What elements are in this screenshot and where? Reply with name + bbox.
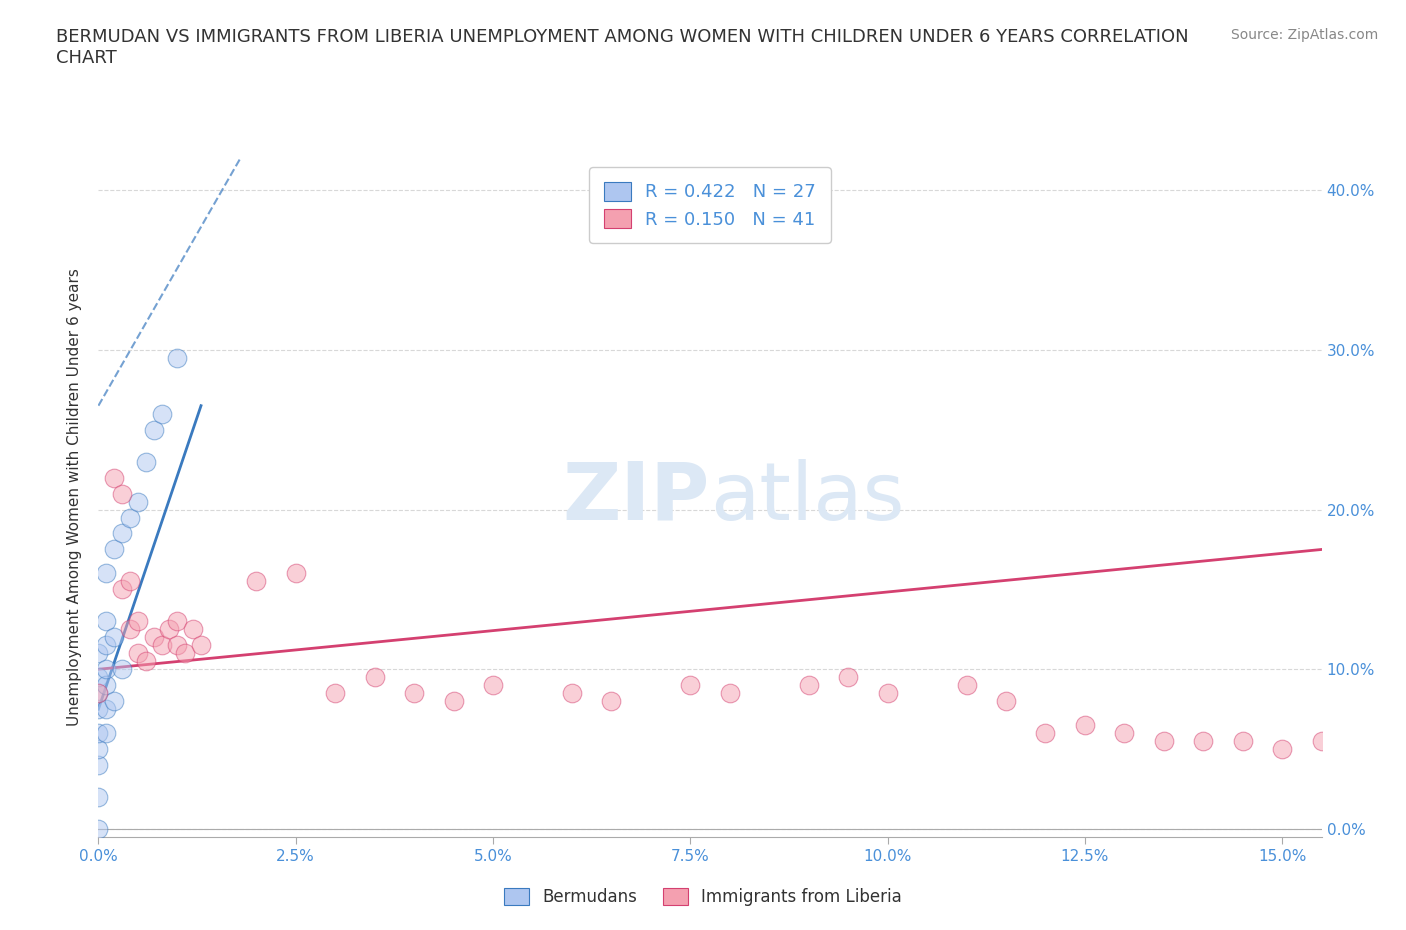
Point <box>1271 742 1294 757</box>
Point <box>96 638 118 653</box>
Point <box>87 742 110 757</box>
Point <box>190 638 212 653</box>
Point <box>96 662 118 677</box>
Point <box>135 654 157 669</box>
Point <box>174 645 197 660</box>
Point <box>87 790 110 804</box>
Point <box>166 638 188 653</box>
Text: atlas: atlas <box>710 458 904 537</box>
Point <box>103 630 125 644</box>
Y-axis label: Unemployment Among Women with Children Under 6 years: Unemployment Among Women with Children U… <box>67 269 83 726</box>
Point <box>955 678 977 693</box>
Point <box>96 725 118 740</box>
Point <box>1114 725 1136 740</box>
Point <box>96 614 118 629</box>
Point <box>323 685 346 700</box>
Point <box>87 670 110 684</box>
Point <box>837 670 859 684</box>
Point <box>363 670 385 684</box>
Point <box>87 645 110 660</box>
Legend: Bermudans, Immigrants from Liberia: Bermudans, Immigrants from Liberia <box>498 881 908 912</box>
Point <box>118 574 141 589</box>
Point <box>111 526 134 541</box>
Legend: R = 0.422   N = 27, R = 0.150   N = 41: R = 0.422 N = 27, R = 0.150 N = 41 <box>589 167 831 243</box>
Point <box>166 614 188 629</box>
Point <box>135 454 157 469</box>
Point <box>111 486 134 501</box>
Point <box>245 574 267 589</box>
Text: Source: ZipAtlas.com: Source: ZipAtlas.com <box>1230 28 1378 42</box>
Point <box>103 542 125 557</box>
Point <box>797 678 820 693</box>
Point <box>1192 734 1215 749</box>
Point <box>87 758 110 773</box>
Point <box>600 694 623 709</box>
Point <box>159 622 181 637</box>
Point <box>96 702 118 717</box>
Point <box>404 685 426 700</box>
Point <box>443 694 465 709</box>
Point <box>994 694 1017 709</box>
Point <box>718 685 741 700</box>
Text: BERMUDAN VS IMMIGRANTS FROM LIBERIA UNEMPLOYMENT AMONG WOMEN WITH CHILDREN UNDER: BERMUDAN VS IMMIGRANTS FROM LIBERIA UNEM… <box>56 28 1189 67</box>
Point <box>142 630 165 644</box>
Point <box>111 582 134 597</box>
Point <box>679 678 702 693</box>
Point <box>87 685 110 700</box>
Point <box>150 638 173 653</box>
Point <box>111 662 134 677</box>
Point <box>103 471 125 485</box>
Point <box>118 622 141 637</box>
Point <box>1310 734 1333 749</box>
Point <box>1035 725 1057 740</box>
Point <box>87 685 110 700</box>
Point <box>127 494 149 509</box>
Point <box>87 821 110 836</box>
Point <box>96 566 118 581</box>
Point <box>87 725 110 740</box>
Point <box>181 622 204 637</box>
Point <box>87 702 110 717</box>
Point <box>118 510 141 525</box>
Point <box>561 685 583 700</box>
Point <box>876 685 898 700</box>
Point <box>127 614 149 629</box>
Point <box>127 645 149 660</box>
Text: ZIP: ZIP <box>562 458 710 537</box>
Point <box>150 406 173 421</box>
Point <box>96 678 118 693</box>
Point <box>1153 734 1175 749</box>
Point <box>142 422 165 437</box>
Point <box>284 566 307 581</box>
Point <box>1232 734 1254 749</box>
Point <box>482 678 505 693</box>
Point <box>1074 718 1097 733</box>
Point <box>103 694 125 709</box>
Point <box>166 351 188 365</box>
